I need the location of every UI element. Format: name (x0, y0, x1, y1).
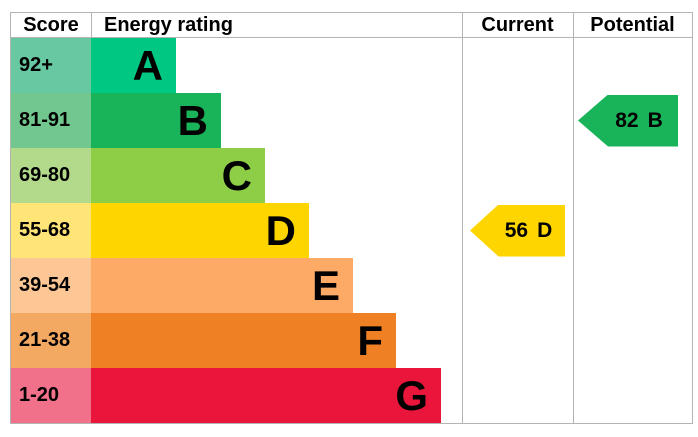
band-score-cell: 69-80 (11, 148, 91, 203)
current-score-value: 56 (504, 218, 529, 242)
band-row: 21-38 F (11, 313, 692, 368)
band-bar: F (91, 313, 396, 368)
band-score-range: 39-54 (19, 274, 71, 296)
potential-score-value: 82 (615, 108, 639, 132)
band-bar: D (91, 203, 309, 258)
band-score-cell: 92+ (11, 38, 91, 93)
band-bar: C (91, 148, 265, 203)
band-row: 81-91 B (11, 93, 692, 148)
band-bar: B (91, 93, 221, 148)
band-row: 69-80 C (11, 148, 692, 203)
band-score-cell: 81-91 (11, 93, 91, 148)
band-bar: G (91, 368, 441, 423)
band-letter-icon: C (221, 151, 252, 199)
band-row: 55-68 D (11, 203, 692, 258)
divider-current-potential (573, 13, 574, 423)
current-band-letter: D (537, 218, 553, 242)
table-header: Score Energy rating Current Potential (11, 13, 692, 38)
band-score-cell: 21-38 (11, 313, 91, 368)
divider-energy-current (462, 13, 463, 423)
band-score-range: 55-68 (19, 219, 71, 241)
band-score-range: 92+ (19, 54, 53, 76)
band-rows: 92+ A 81-91 B 69-80 C 55-68 D 39-54 (11, 38, 692, 423)
band-bar: A (91, 38, 176, 93)
band-score-range: 81-91 (19, 109, 71, 131)
band-score-cell: 1-20 (11, 368, 91, 423)
band-letter-icon: D (265, 206, 296, 254)
band-score-cell: 39-54 (11, 258, 91, 313)
band-score-cell: 55-68 (11, 203, 91, 258)
potential-band-letter: B (647, 108, 663, 132)
band-row: 1-20 G (11, 368, 692, 423)
rating-table: Score Energy rating Current Potential 92… (10, 12, 693, 424)
band-score-range: 69-80 (19, 164, 71, 186)
band-row: 92+ A (11, 38, 692, 93)
band-score-range: 21-38 (19, 329, 71, 351)
band-letter-icon: G (395, 371, 428, 419)
band-bar: E (91, 258, 353, 313)
divider-score-energy (91, 13, 92, 37)
band-letter-icon: E (311, 261, 340, 309)
band-letter-icon: B (177, 96, 208, 144)
header-current: Current (481, 13, 554, 36)
band-score-range: 1-20 (19, 384, 60, 406)
band-letter-icon: F (357, 316, 383, 364)
band-letter-icon: A (132, 41, 163, 89)
band-row: 39-54 E (11, 258, 692, 313)
header-score: Score (23, 13, 79, 36)
header-energy-rating: Energy rating (104, 13, 233, 36)
header-potential: Potential (590, 13, 675, 36)
